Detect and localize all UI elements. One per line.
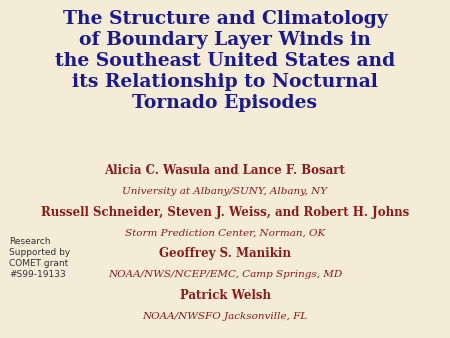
- Text: NOAA/NWSFO Jacksonville, FL: NOAA/NWSFO Jacksonville, FL: [142, 312, 308, 321]
- Text: Research
Supported by
COMET grant
#S99-19133: Research Supported by COMET grant #S99-1…: [9, 237, 70, 279]
- Text: Geoffrey S. Manikin: Geoffrey S. Manikin: [159, 247, 291, 260]
- Text: University at Albany/SUNY, Albany, NY: University at Albany/SUNY, Albany, NY: [122, 187, 328, 196]
- Text: Storm Prediction Center, Norman, OK: Storm Prediction Center, Norman, OK: [125, 228, 325, 238]
- Text: Alicia C. Wasula and Lance F. Bosart: Alicia C. Wasula and Lance F. Bosart: [104, 164, 346, 177]
- Text: The Structure and Climatology
of Boundary Layer Winds in
the Southeast United St: The Structure and Climatology of Boundar…: [55, 10, 395, 113]
- Text: Patrick Welsh: Patrick Welsh: [180, 289, 270, 301]
- Text: Russell Schneider, Steven J. Weiss, and Robert H. Johns: Russell Schneider, Steven J. Weiss, and …: [41, 206, 409, 218]
- Text: NOAA/NWS/NCEP/EMC, Camp Springs, MD: NOAA/NWS/NCEP/EMC, Camp Springs, MD: [108, 270, 342, 279]
